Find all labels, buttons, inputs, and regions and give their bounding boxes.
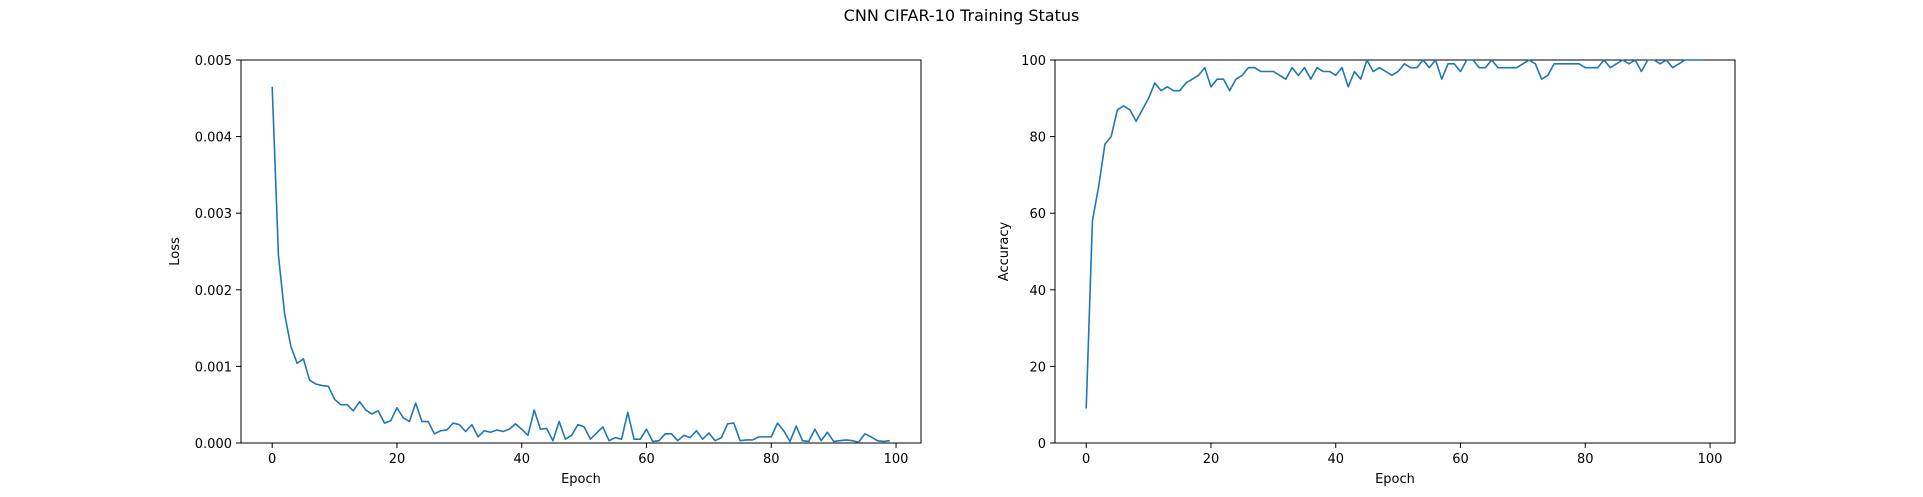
loss-x-axis-label: Epoch: [561, 472, 601, 487]
loss-x-tick-label: 80: [763, 452, 780, 467]
accuracy-y-axis-label: Accuracy: [997, 222, 1012, 282]
loss-y-axis-label: Loss: [168, 237, 183, 266]
accuracy-x-tick-label: 0: [1082, 452, 1090, 467]
loss-y-tick-label: 0.003: [195, 207, 232, 222]
accuracy-y-tick-label: 100: [1021, 54, 1046, 69]
loss-x-tick-label: 100: [884, 452, 909, 467]
loss-y-tick-label: 0.004: [195, 131, 232, 146]
loss-y-tick-label: 0.000: [195, 437, 232, 452]
loss-y-tick-label: 0.001: [195, 360, 232, 375]
accuracy-y-tick-label: 40: [1029, 284, 1046, 299]
loss-series-line: [271, 86, 890, 444]
loss-y-tick-label: 0.005: [195, 54, 232, 69]
accuracy-y-tick-label: 20: [1029, 360, 1046, 375]
loss-x-tick-label: 60: [638, 452, 655, 467]
loss-x-tick-label: 20: [389, 452, 406, 467]
accuracy-x-tick-label: 100: [1698, 452, 1723, 467]
accuracy-x-tick-label: 40: [1327, 452, 1344, 467]
loss-x-tick-label: 40: [513, 452, 530, 467]
accuracy-x-tick-label: 20: [1203, 452, 1220, 467]
figure-title: CNN CIFAR-10 Training Status: [843, 6, 1080, 25]
loss-x-tick-label: 0: [268, 452, 276, 467]
accuracy-y-tick-label: 60: [1029, 207, 1046, 222]
accuracy-x-axis-label: Epoch: [1375, 472, 1415, 487]
accuracy-plot-frame: [1054, 59, 1736, 444]
accuracy-chart: 0 20 40 60 80 100 0 20 40 60 80 100 Epoch Accuracy: [997, 54, 1736, 487]
accuracy-x-tick-label: 60: [1452, 452, 1469, 467]
accuracy-y-tick-label: 80: [1029, 131, 1046, 146]
accuracy-series-line: [1085, 59, 1704, 409]
accuracy-y-tick-label: 0: [1038, 437, 1046, 452]
accuracy-x-tick-label: 80: [1577, 452, 1594, 467]
loss-plot-frame: [240, 59, 922, 444]
loss-chart: 0 20 40 60 80 100 0.000 0.001 0.002 0.003 0.004 0.0…: [168, 54, 922, 487]
loss-y-tick-label: 0.002: [195, 284, 232, 299]
